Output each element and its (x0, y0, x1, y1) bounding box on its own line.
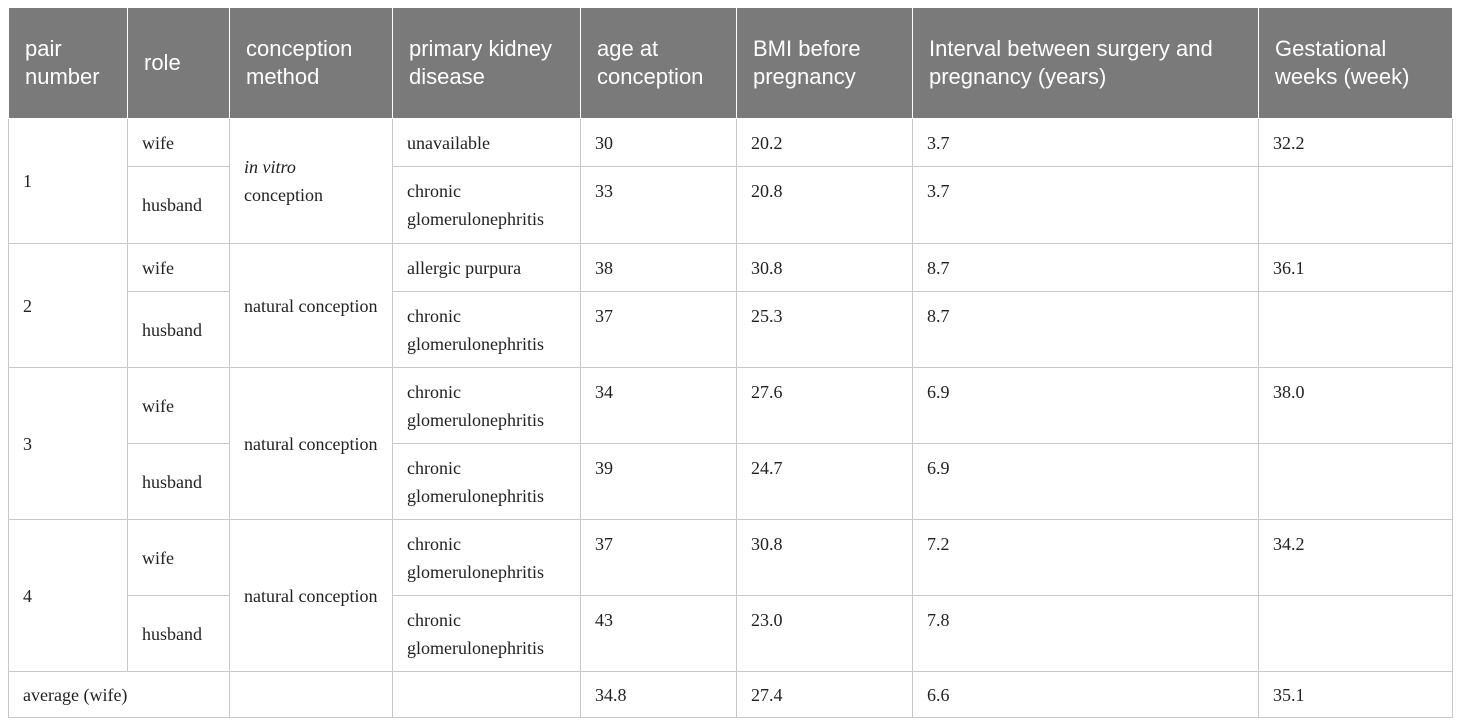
header-gestational-weeks: Gestational weeks (week) (1258, 7, 1453, 119)
bmi-cell: 30.8 (736, 519, 913, 596)
average-disease-cell (392, 671, 581, 718)
disease-cell: unavailable (392, 118, 581, 167)
table-row: 1 wife in vitro conception unavailable 30… (8, 118, 1453, 244)
table-row: 2 wife natural conception allergic purpu… (8, 243, 1453, 368)
table-header: pair number role conception method prima… (8, 7, 1453, 119)
conception-method-cell: in vitro conception (229, 118, 393, 244)
conception-method-cell: natural conception (229, 243, 393, 368)
conception-method-text: conception (244, 185, 323, 205)
average-row: average (wife) 34.8 27.4 6.6 35.1 (8, 671, 1453, 718)
table-row: husband chronic glomerulonephritis 33 20… (9, 166, 1453, 244)
conception-method-italic: in vitro (244, 157, 296, 177)
gestational-cell (1258, 166, 1453, 244)
age-cell: 37 (580, 291, 737, 368)
header-interval: Interval between surgery and pregnancy (… (912, 7, 1259, 119)
disease-cell: chronic glomerulonephritis (392, 443, 581, 520)
gestational-cell (1258, 291, 1453, 368)
gestational-cell (1258, 595, 1453, 672)
average-interval-cell: 6.6 (912, 671, 1259, 718)
bmi-cell: 30.8 (736, 243, 913, 292)
interval-cell: 8.7 (912, 291, 1259, 368)
bmi-cell: 24.7 (736, 443, 913, 520)
role-cell: wife (127, 519, 230, 596)
interval-cell: 8.7 (912, 243, 1259, 292)
gestational-cell: 34.2 (1258, 519, 1453, 596)
gestational-cell: 36.1 (1258, 243, 1453, 292)
disease-cell: chronic glomerulonephritis (392, 595, 581, 672)
age-cell: 39 (580, 443, 737, 520)
header-row: pair number role conception method prima… (8, 7, 1453, 119)
gestational-cell: 32.2 (1258, 118, 1453, 167)
table-row: husband chronic glomerulonephritis 39 24… (9, 443, 1453, 520)
role-cell: wife (127, 367, 230, 444)
average-gestational-cell: 35.1 (1258, 671, 1453, 718)
bmi-cell: 20.2 (736, 118, 913, 167)
role-cell: wife (127, 118, 230, 167)
table-row: 4 wife natural conception chronic glomer… (8, 519, 1453, 672)
interval-cell: 6.9 (912, 367, 1259, 444)
interval-cell: 3.7 (912, 166, 1259, 244)
gestational-cell (1258, 443, 1453, 520)
bmi-cell: 23.0 (736, 595, 913, 672)
age-cell: 30 (580, 118, 737, 167)
header-pair-number: pair number (8, 7, 128, 119)
average-bmi-cell: 27.4 (736, 671, 913, 718)
interval-cell: 3.7 (912, 118, 1259, 167)
pair-number-cell: 1 (8, 118, 128, 244)
header-age-at-conception: age at conception (580, 7, 737, 119)
age-cell: 43 (580, 595, 737, 672)
gestational-cell: 38.0 (1258, 367, 1453, 444)
average-label-cell: average (wife) (8, 671, 230, 718)
disease-cell: chronic glomerulonephritis (392, 166, 581, 244)
disease-cell: allergic purpura (392, 243, 581, 292)
disease-cell: chronic glomerulonephritis (392, 291, 581, 368)
disease-cell: chronic glomerulonephritis (392, 367, 581, 444)
role-cell: wife (127, 243, 230, 292)
age-cell: 33 (580, 166, 737, 244)
interval-cell: 7.8 (912, 595, 1259, 672)
pairs-table: pair number role conception method prima… (8, 7, 1453, 718)
age-cell: 38 (580, 243, 737, 292)
conception-method-cell: natural conception (229, 519, 393, 672)
table-row: husband chronic glomerulonephritis 43 23… (9, 595, 1453, 672)
bmi-cell: 27.6 (736, 367, 913, 444)
average-method-cell (229, 671, 393, 718)
bmi-cell: 25.3 (736, 291, 913, 368)
disease-cell: chronic glomerulonephritis (392, 519, 581, 596)
header-primary-kidney-disease: primary kidney disease (392, 7, 581, 119)
table-row: 3 wife natural conception chronic glomer… (8, 367, 1453, 520)
role-cell: husband (127, 291, 230, 368)
interval-cell: 6.9 (912, 443, 1259, 520)
role-cell: husband (127, 443, 230, 520)
role-cell: husband (127, 595, 230, 672)
bmi-cell: 20.8 (736, 166, 913, 244)
header-role: role (127, 7, 230, 119)
header-conception-method: conception method (229, 7, 393, 119)
age-cell: 34 (580, 367, 737, 444)
role-cell: husband (127, 166, 230, 244)
average-age-cell: 34.8 (580, 671, 737, 718)
conception-method-cell: natural conception (229, 367, 393, 520)
pair-number-cell: 2 (8, 243, 128, 368)
table-body: 1 wife in vitro conception unavailable 30… (8, 118, 1453, 718)
interval-cell: 7.2 (912, 519, 1259, 596)
pair-number-cell: 3 (8, 367, 128, 520)
pair-number-cell: 4 (8, 519, 128, 672)
table-row: husband chronic glomerulonephritis 37 25… (9, 291, 1453, 368)
age-cell: 37 (580, 519, 737, 596)
header-bmi-before-pregnancy: BMI before pregnancy (736, 7, 913, 119)
